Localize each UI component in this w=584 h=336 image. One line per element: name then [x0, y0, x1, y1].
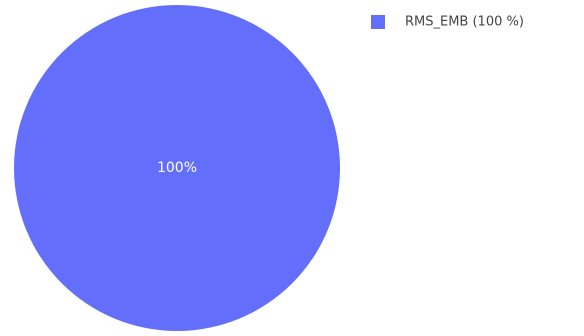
legend[interactable]: RMS_EMB (100 %): [371, 15, 524, 30]
legend-swatch: [371, 15, 385, 29]
pie-slice-labels: 100%: [157, 160, 197, 176]
pie-slices: [14, 5, 340, 331]
pie-slice-rms-emb[interactable]: [14, 5, 340, 331]
legend-item[interactable]: RMS_EMB (100 %): [371, 15, 524, 30]
legend-label: RMS_EMB (100 %): [405, 15, 524, 30]
pie-slice-percent-label: 100%: [157, 160, 197, 176]
